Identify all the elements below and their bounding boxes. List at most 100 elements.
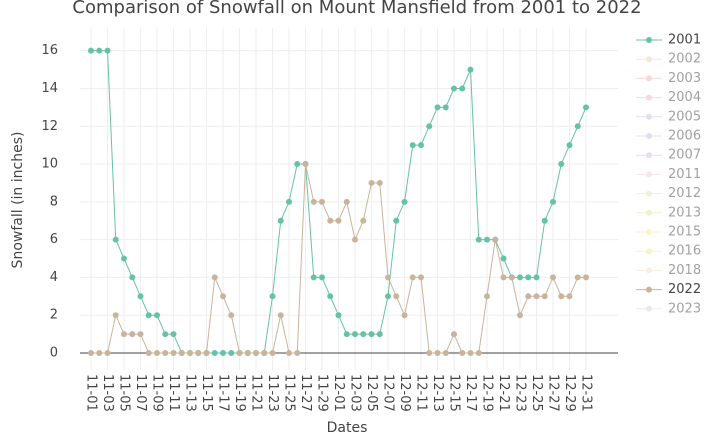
data-point [533, 293, 540, 300]
data-point [550, 198, 556, 205]
data-point [385, 293, 391, 300]
data-point [96, 349, 103, 356]
data-point [368, 331, 375, 338]
data-point [145, 349, 152, 356]
legend-marker [646, 133, 652, 139]
data-point [137, 331, 144, 338]
data-point [319, 198, 325, 205]
data-point [541, 217, 548, 224]
data-point [393, 217, 400, 224]
legend-item[interactable]: 2013 [636, 205, 701, 220]
legend-marker [646, 209, 652, 216]
legend-item[interactable]: 2002 [636, 52, 701, 67]
data-point [574, 274, 581, 281]
data-point [442, 349, 449, 356]
data-point [310, 198, 317, 205]
data-point [129, 274, 136, 281]
data-point [335, 312, 342, 319]
legend-label: 2011 [668, 167, 701, 182]
data-point [154, 312, 160, 319]
data-point [220, 349, 226, 356]
data-point [376, 331, 383, 338]
legend-item[interactable]: 2006 [636, 129, 701, 144]
data-point [500, 274, 507, 281]
data-point [88, 47, 94, 54]
data-point [162, 331, 169, 338]
legend-item[interactable]: 2018 [636, 263, 701, 278]
legend-item[interactable]: 2016 [636, 244, 701, 259]
data-point [525, 293, 532, 300]
data-point [269, 349, 276, 356]
x-tick-label: 12-05 [364, 374, 379, 412]
x-tick-label: 11-05 [117, 374, 132, 412]
data-point [574, 123, 581, 130]
legend-marker [646, 248, 652, 255]
data-point [583, 274, 589, 281]
data-point [401, 312, 408, 319]
chart-title: Comparison of Snowfall on Mount Mansfiel… [72, 0, 641, 18]
legend-item[interactable]: 2015 [636, 225, 701, 240]
data-point [104, 349, 111, 356]
legend-marker [646, 171, 652, 178]
x-tick-label: 11-27 [298, 374, 313, 412]
x-tick-label: 11-03 [100, 374, 115, 412]
data-point [533, 274, 540, 281]
legend-item[interactable]: 2005 [636, 109, 701, 124]
legend-marker [646, 190, 652, 197]
legend-item[interactable]: 2003 [636, 71, 701, 86]
data-point [195, 349, 202, 356]
legend-label: 2004 [668, 90, 701, 105]
data-point [187, 349, 193, 356]
x-tick-label: 12-25 [529, 374, 544, 412]
data-point [343, 198, 350, 205]
data-point [121, 331, 127, 338]
legend-item[interactable]: 2022 [636, 282, 701, 297]
legend-marker [646, 75, 652, 82]
data-point [500, 255, 507, 262]
x-tick-label: 12-13 [430, 374, 445, 412]
y-tick-label: 2 [50, 308, 58, 323]
y-tick-label: 10 [41, 157, 58, 172]
data-point [96, 47, 103, 54]
x-tick-label: 12-07 [381, 374, 396, 412]
data-point [550, 274, 556, 281]
legend-item[interactable]: 2001 [636, 33, 701, 48]
x-tick-label: 11-17 [216, 374, 231, 412]
legend-label: 2022 [668, 282, 701, 297]
data-point [360, 217, 367, 224]
x-tick-label: 11-09 [150, 374, 165, 412]
x-tick-label: 12-21 [496, 374, 511, 412]
data-point [475, 236, 482, 243]
data-point [434, 349, 441, 356]
x-tick-label: 12-23 [513, 374, 528, 412]
data-point [418, 274, 424, 281]
data-point [484, 236, 490, 243]
legend-label: 2018 [668, 263, 701, 278]
legend-item[interactable]: 2004 [636, 90, 701, 105]
data-point [343, 331, 350, 338]
x-tick-label: 11-23 [265, 374, 280, 412]
data-point [220, 293, 226, 300]
legend-item[interactable]: 2012 [636, 186, 701, 201]
data-point [459, 349, 466, 356]
data-point [368, 179, 375, 186]
legend-marker [646, 229, 652, 235]
legend-item[interactable]: 2023 [636, 301, 701, 316]
legend-marker [646, 56, 652, 63]
data-point [277, 217, 284, 224]
data-point [335, 217, 342, 224]
legend-item[interactable]: 2011 [636, 167, 701, 182]
data-point [327, 293, 334, 300]
data-point [426, 349, 433, 356]
data-point [162, 349, 169, 356]
legend-marker [646, 267, 652, 274]
y-tick-label: 16 [41, 43, 58, 58]
data-point [211, 349, 218, 356]
x-tick-label: 12-01 [331, 374, 346, 412]
x-tick-label: 12-27 [546, 374, 561, 412]
legend-label: 2015 [668, 225, 701, 240]
data-point [558, 293, 565, 300]
legend-item[interactable]: 2007 [636, 148, 701, 163]
legend-label: 2003 [668, 71, 701, 86]
data-point [261, 349, 268, 356]
